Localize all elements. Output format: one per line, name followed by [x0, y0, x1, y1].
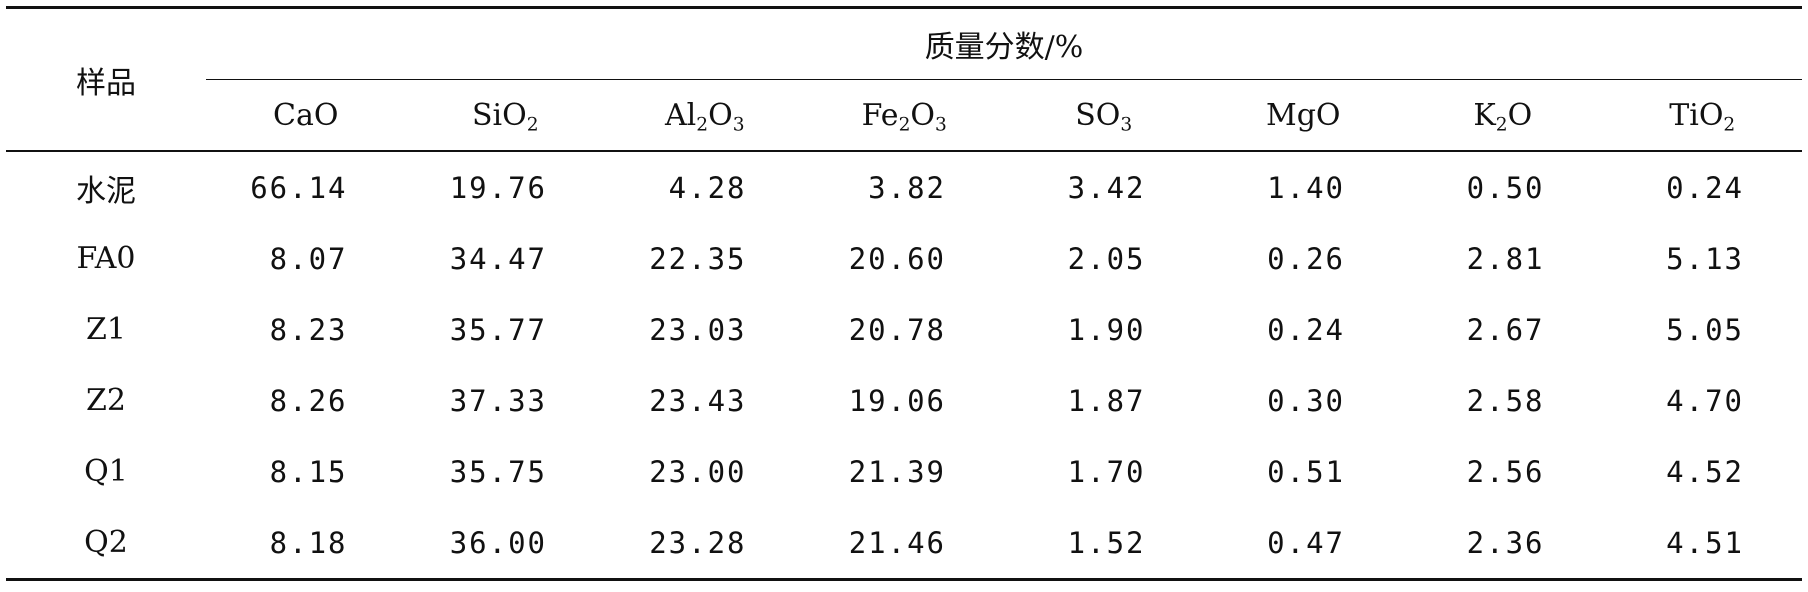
value-cell: 19.06	[848, 383, 946, 418]
value-cell: 2.67	[1466, 312, 1545, 347]
value-cell: 2.36	[1403, 507, 1603, 581]
component-header: SO3	[1004, 79, 1204, 152]
value-cell: 3.42	[1067, 170, 1146, 205]
value-cell: 21.46	[804, 507, 1004, 581]
value-cell: 0.50	[1466, 170, 1545, 205]
component-header-base: TiO	[1669, 97, 1724, 133]
value-cell: 0.51	[1267, 454, 1345, 489]
table-row: Q1 8.15 35.75 23.00 21.39 1.70 0.51 2.56 4.52	[6, 436, 1802, 507]
value-cell: 1.52	[1004, 507, 1204, 581]
component-header-subscript: 2	[696, 114, 709, 136]
component-header-row: CaO SiO2 Al2O3 Fe2O3 SO3 MgO K2O TiO2	[6, 79, 1802, 152]
value-cell: 23.00	[649, 454, 747, 489]
component-header-base: SiO	[471, 97, 527, 133]
value-cell: 22.35	[649, 241, 747, 276]
sample-name-cell: 水泥	[76, 173, 136, 209]
component-header: MgO	[1203, 79, 1403, 152]
composition-table: 样品 质量分数/% CaO SiO2 Al2O3 Fe2O3 SO3 MgO K2O TiO2…	[6, 6, 1802, 581]
value-cell: 1.90	[1067, 312, 1146, 347]
component-header-tail: O	[910, 97, 936, 133]
component-header-subscript: 2	[1723, 114, 1736, 136]
component-header-subscript: 2	[898, 114, 911, 136]
value-cell: 0.47	[1203, 507, 1403, 581]
component-header: Fe2O3	[804, 79, 1004, 152]
composition-table-container: 样品 质量分数/% CaO SiO2 Al2O3 Fe2O3 SO3 MgO K2O TiO2…	[6, 6, 1802, 581]
table-body: 水泥 66.14 19.76 4.28 3.82 3.42 1.40 0.50 0.24 FA0 8…	[6, 151, 1802, 581]
component-header-subscript: 2	[1495, 114, 1508, 136]
component-header: K2O	[1403, 79, 1603, 152]
value-cell: 5.13	[1666, 241, 1744, 276]
value-cell: 1.70	[1067, 454, 1146, 489]
value-cell: 34.47	[449, 241, 547, 276]
component-header: SiO2	[405, 79, 605, 152]
value-cell: 66.14	[250, 170, 348, 205]
value-cell: 20.78	[848, 312, 946, 347]
component-header: Al2O3	[605, 79, 805, 152]
value-cell: 8.15	[269, 454, 348, 489]
table-row: Z1 8.23 35.77 23.03 20.78 1.90 0.24 2.67 5.05	[6, 294, 1802, 365]
value-cell: 21.39	[848, 454, 946, 489]
value-cell: 3.82	[868, 170, 946, 205]
value-cell: 5.05	[1666, 312, 1744, 347]
value-cell: 1.87	[1067, 383, 1146, 418]
component-header-base: CaO	[273, 97, 339, 133]
component-header: CaO	[206, 79, 406, 152]
component-header-tail: O	[708, 97, 733, 133]
component-header-subscript: 3	[935, 114, 947, 136]
component-header-subscript: 3	[1120, 114, 1133, 136]
value-cell: 2.05	[1067, 241, 1146, 276]
value-cell: 23.03	[649, 312, 747, 347]
value-cell: 36.00	[405, 507, 605, 581]
mass-fraction-group-header: 质量分数/%	[206, 6, 1802, 80]
value-cell: 2.81	[1466, 241, 1545, 276]
value-cell: 1.40	[1267, 170, 1345, 205]
value-cell: 0.24	[1666, 170, 1744, 205]
component-header-tail: O	[1507, 97, 1533, 133]
value-cell: 8.23	[269, 312, 348, 347]
value-cell: 2.56	[1466, 454, 1545, 489]
value-cell: 37.33	[449, 383, 547, 418]
value-cell: 19.76	[449, 170, 547, 205]
sample-name-cell: Q2	[6, 507, 206, 581]
sample-name-cell: Z1	[86, 312, 126, 347]
component-header: TiO2	[1602, 79, 1802, 152]
component-header-base: K	[1473, 97, 1496, 133]
value-cell: 0.30	[1267, 383, 1345, 418]
value-cell: 35.75	[449, 454, 547, 489]
sample-name-cell: Z2	[86, 383, 126, 418]
value-cell: 8.07	[269, 241, 348, 276]
value-cell: 8.18	[206, 507, 406, 581]
component-header-subscript: 2	[526, 114, 539, 136]
value-cell: 2.58	[1466, 383, 1545, 418]
value-cell: 8.26	[269, 383, 348, 418]
sample-column-header: 样品	[6, 6, 206, 152]
value-cell: 35.77	[449, 312, 547, 347]
value-cell: 4.70	[1666, 383, 1744, 418]
table-row: FA0 8.07 34.47 22.35 20.60 2.05 0.26 2.81 5.13	[6, 223, 1802, 294]
value-cell: 23.28	[605, 507, 805, 581]
sample-name-cell: Q1	[84, 454, 128, 489]
component-header-base: MgO	[1265, 97, 1341, 133]
value-cell: 4.51	[1602, 507, 1802, 581]
table-row: 水泥 66.14 19.76 4.28 3.82 3.42 1.40 0.50 0.24	[6, 151, 1802, 223]
component-header-base: Al	[664, 97, 697, 133]
table-row: Z2 8.26 37.33 23.43 19.06 1.87 0.30 2.58 4.70	[6, 365, 1802, 436]
value-cell: 4.28	[668, 170, 747, 205]
component-header-base: Fe	[861, 97, 899, 133]
value-cell: 0.24	[1267, 312, 1345, 347]
value-cell: 0.26	[1267, 241, 1345, 276]
table-row: Q2 8.18 36.00 23.28 21.46 1.52 0.47 2.36 4.51	[6, 507, 1802, 581]
component-header-subscript: 3	[732, 114, 745, 136]
component-header-base: SO	[1075, 97, 1121, 133]
sample-name-cell: FA0	[76, 241, 136, 276]
value-cell: 20.60	[848, 241, 946, 276]
value-cell: 23.43	[649, 383, 747, 418]
value-cell: 4.52	[1666, 454, 1744, 489]
